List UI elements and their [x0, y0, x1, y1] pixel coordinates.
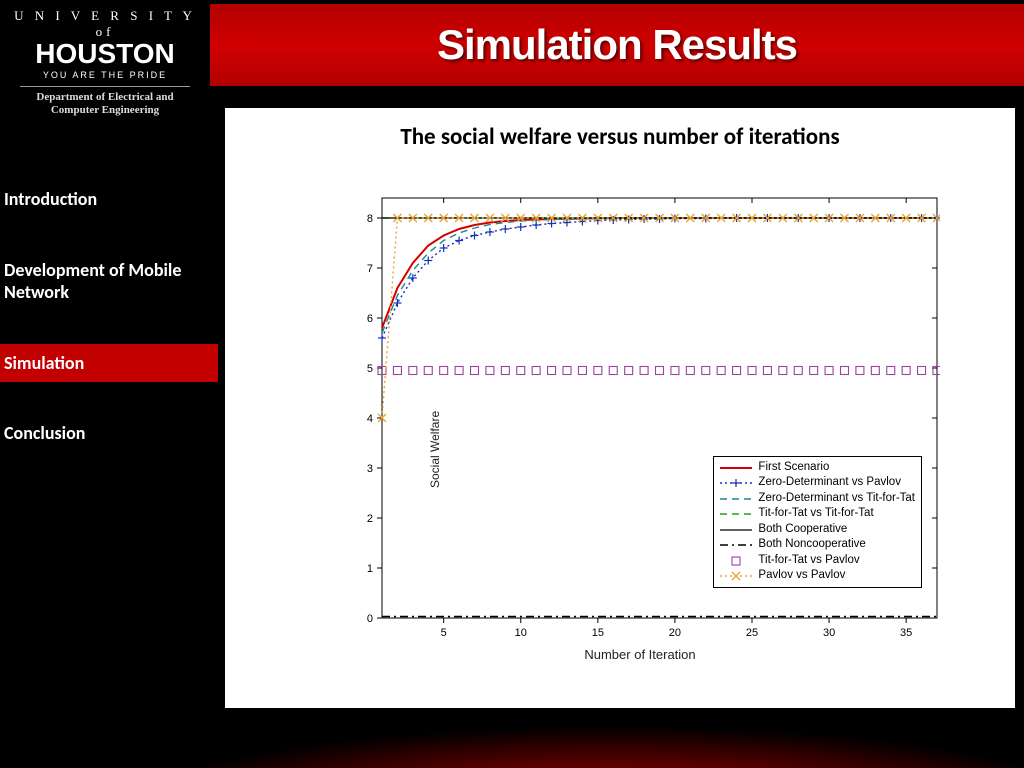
chart-subtitle: The social welfare versus number of iter…: [225, 123, 1015, 151]
content-panel: The social welfare versus number of iter…: [225, 108, 1015, 708]
slide-title: Simulation Results: [437, 21, 797, 69]
svg-text:0: 0: [367, 613, 373, 625]
legend-label: Pavlov vs Pavlov: [758, 568, 845, 584]
svg-text:4: 4: [367, 413, 373, 425]
dept-line1: Department of Electrical and: [12, 91, 198, 104]
svg-text:25: 25: [746, 627, 758, 639]
nav-conclusion[interactable]: Conclusion: [0, 414, 210, 453]
legend-label: Tit-for-Tat vs Tit-for-Tat: [758, 506, 873, 522]
legend-label: Both Cooperative: [758, 522, 847, 538]
svg-text:5: 5: [441, 627, 447, 639]
logo-line1: U N I V E R S I T Y of: [12, 8, 198, 40]
svg-text:20: 20: [669, 627, 681, 639]
title-bar: Simulation Results: [210, 0, 1024, 92]
chart-container: 5101520253035012345678 Social Welfare Nu…: [340, 188, 940, 658]
legend-label: First Scenario: [758, 460, 829, 476]
nav-development[interactable]: Development of Mobile Network: [0, 251, 210, 312]
chart-legend: First ScenarioZero-Determinant vs Pavlov…: [713, 456, 922, 588]
legend-item: Zero-Determinant vs Tit-for-Tat: [720, 491, 915, 507]
svg-text:6: 6: [367, 313, 373, 325]
svg-text:7: 7: [367, 263, 373, 275]
bottom-gradient: [0, 698, 1024, 768]
legend-item: First Scenario: [720, 460, 915, 476]
legend-label: Zero-Determinant vs Tit-for-Tat: [758, 491, 915, 507]
legend-item: Pavlov vs Pavlov: [720, 568, 915, 584]
legend-item: Both Noncooperative: [720, 537, 915, 553]
legend-item: Zero-Determinant vs Pavlov: [720, 475, 915, 491]
sidebar-nav: Introduction Development of Mobile Netwo…: [0, 180, 210, 485]
svg-text:5: 5: [367, 363, 373, 375]
x-axis-label: Number of Iteration: [340, 647, 940, 662]
svg-text:1: 1: [367, 563, 373, 575]
logo-divider: [20, 86, 190, 87]
svg-text:10: 10: [515, 627, 527, 639]
logo-tag: YOU ARE THE PRIDE: [12, 70, 198, 80]
svg-text:8: 8: [367, 213, 373, 225]
dept-line2: Computer Engineering: [12, 104, 198, 117]
svg-text:3: 3: [367, 463, 373, 475]
legend-item: Tit-for-Tat vs Pavlov: [720, 553, 915, 569]
legend-label: Both Noncooperative: [758, 537, 865, 553]
svg-text:35: 35: [900, 627, 912, 639]
svg-text:2: 2: [367, 513, 373, 525]
legend-item: Tit-for-Tat vs Tit-for-Tat: [720, 506, 915, 522]
svg-text:30: 30: [823, 627, 835, 639]
svg-text:15: 15: [592, 627, 604, 639]
legend-item: Both Cooperative: [720, 522, 915, 538]
logo-block: U N I V E R S I T Y of HOUSTON YOU ARE T…: [0, 0, 210, 117]
nav-introduction[interactable]: Introduction: [0, 180, 210, 219]
y-axis-label: Social Welfare: [428, 411, 442, 488]
legend-label: Tit-for-Tat vs Pavlov: [758, 553, 859, 569]
nav-simulation[interactable]: Simulation: [0, 344, 222, 383]
logo-line2: HOUSTON: [12, 40, 198, 68]
legend-label: Zero-Determinant vs Pavlov: [758, 475, 901, 491]
